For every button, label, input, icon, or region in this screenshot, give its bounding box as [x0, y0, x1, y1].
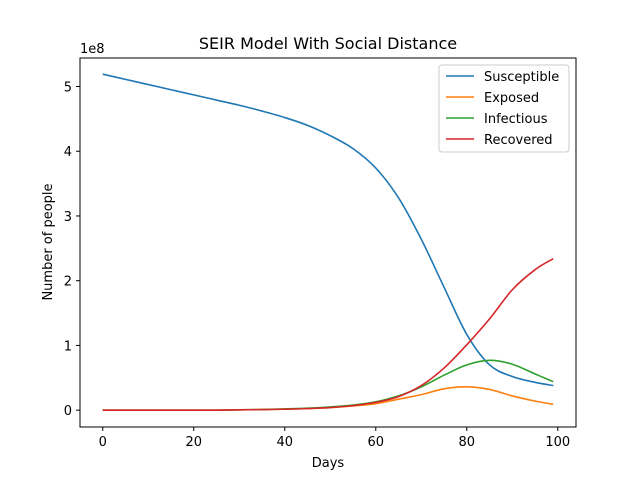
legend-label-susceptible: Susceptible — [484, 70, 559, 85]
chart-title: SEIR Model With Social Distance — [199, 34, 457, 53]
y-tick-label: 1 — [64, 339, 72, 354]
y-axis: 0 1 2 3 4 5 — [64, 80, 80, 419]
series-lines — [102, 73, 554, 411]
legend-label-exposed: Exposed — [484, 91, 539, 106]
y-offset-label: 1e8 — [80, 42, 105, 57]
y-tick-label: 5 — [64, 80, 72, 95]
legend-label-recovered: Recovered — [484, 133, 553, 148]
legend-label-infectious: Infectious — [484, 112, 548, 127]
y-tick-label: 3 — [64, 210, 72, 225]
x-axis-label: Days — [312, 456, 345, 471]
x-tick-label: 100 — [545, 435, 570, 450]
series-line-susceptible — [102, 73, 554, 387]
y-tick-label: 0 — [64, 404, 72, 419]
x-tick-label: 60 — [368, 435, 385, 450]
x-tick-label: 20 — [185, 435, 202, 450]
legend: Susceptible Exposed Infectious Recovered — [438, 64, 570, 153]
y-axis-label: Number of people — [41, 183, 56, 300]
y-tick-label: 4 — [64, 145, 72, 160]
legend-box — [438, 64, 570, 153]
y-tick-label: 2 — [64, 275, 72, 290]
series-line-recovered — [102, 257, 554, 411]
x-tick-label: 0 — [99, 435, 107, 450]
plot-frame — [79, 57, 577, 428]
series-line-infectious — [102, 359, 554, 411]
x-tick-label: 40 — [276, 435, 293, 450]
x-tick-label: 80 — [459, 435, 476, 450]
x-axis: 0 20 40 60 80 100 — [99, 427, 570, 450]
